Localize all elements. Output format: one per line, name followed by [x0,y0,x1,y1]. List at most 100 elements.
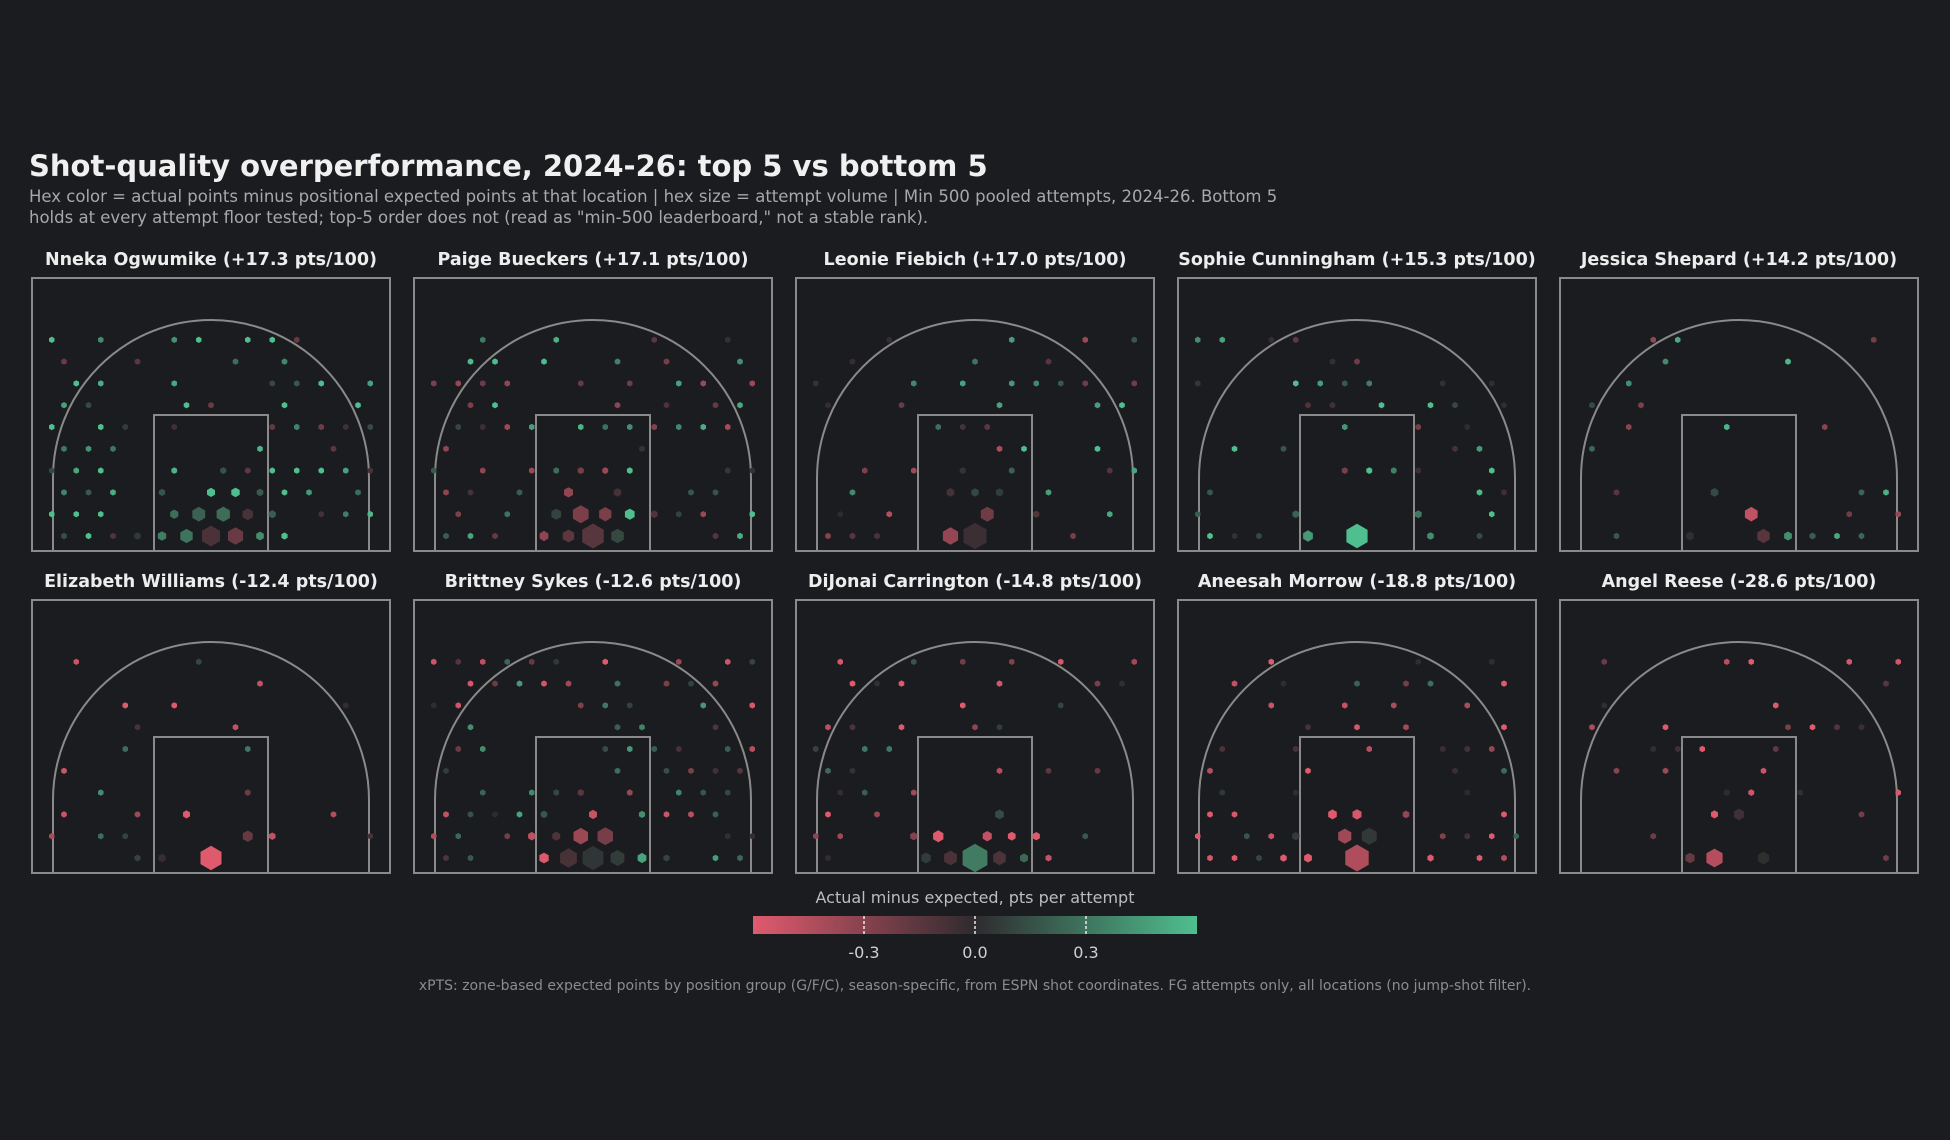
shot-hex [1390,467,1397,474]
shot-hex [467,680,474,687]
shot-hex [972,724,978,731]
panel-title: Brittney Sykes (-12.6 pts/100) [445,572,742,592]
shot-hex [626,467,633,474]
shot-hex [256,531,264,541]
shot-hex [1366,745,1372,753]
shot-hex [911,380,917,387]
paint-lane [535,736,651,874]
shot-hex [1464,745,1470,753]
shot-hex [269,467,275,474]
shot-hex [1293,380,1299,387]
shot-hex [700,789,706,796]
shot-hex [971,488,979,497]
shot-hex [1452,402,1458,409]
shot-hex [663,358,670,365]
shot-hex [467,402,474,409]
shot-hex [638,810,646,818]
shot-hex [725,336,731,343]
shot-hex [599,507,612,522]
shot-hex [98,336,104,343]
shot-hex [1361,827,1377,845]
shot-hex [1342,380,1348,387]
shot-hex [1501,680,1507,687]
shot-hex [1785,358,1791,365]
shot-hex [725,789,731,796]
shot-hex [1293,789,1299,796]
paint-lane [1681,736,1797,874]
shot-hex [1268,336,1274,343]
player-panel: Sophie Cunningham (+15.3 pts/100) [1177,250,1537,552]
shot-hex [1858,724,1865,731]
shot-hex [1675,745,1681,753]
shot-hex [639,724,645,731]
shot-hex [962,843,988,873]
shot-hex [627,423,633,431]
shot-hex [183,810,190,819]
shot-hex [1007,831,1016,841]
shot-hex [1304,853,1312,863]
shot-hex [504,511,510,518]
shot-hex [737,358,743,365]
shot-hex [281,532,288,540]
shot-hex [1662,724,1669,731]
shot-hex [443,532,449,540]
shot-hex [443,854,449,862]
shot-hex [725,423,731,431]
shot-hex [1354,724,1360,731]
shot-hex [492,680,498,687]
shot-hex [1748,658,1754,665]
shot-hex [516,680,523,687]
paint-lane [1681,414,1797,552]
shot-hex [737,767,743,774]
shot-hex [281,358,288,365]
shot-hex [1045,489,1052,496]
shot-hex [942,527,959,545]
shot-hex [1613,532,1620,540]
three-point-arc [816,641,1134,873]
shot-hex [1305,402,1311,409]
shot-hex [712,811,719,818]
shot-hex [597,827,613,846]
panel-title: Jessica Shepard (+14.2 pts/100) [1580,250,1897,270]
shot-hex [996,445,1003,452]
shot-hex [1601,658,1607,665]
shot-hex [1834,724,1840,731]
shot-hex [242,508,253,521]
shot-hex [972,358,978,365]
shot-hex [813,833,819,840]
player-panel: Aneesah Morrow (-18.8 pts/100) [1177,572,1537,874]
player-panel: Nneka Ogwumike (+17.3 pts/100) [31,250,391,552]
shot-hex [171,423,177,431]
shot-hex [578,423,584,431]
shot-hex [318,423,324,431]
shot-hex [1305,767,1311,774]
shot-hex [98,423,104,431]
shot-hex [1256,532,1262,540]
shot-hex [110,532,116,540]
shot-hex [98,380,104,387]
shot-hex [480,380,486,387]
shot-hex [624,508,635,520]
shot-hex [202,525,220,547]
shot-hex [1748,789,1755,796]
shot-hex [1501,724,1507,731]
shot-hex [306,489,312,496]
shot-hex [911,467,917,474]
shot-hex [651,336,657,343]
shot-hex [49,336,55,343]
shot-hex [564,487,573,498]
shot-hex [245,336,251,343]
shot-hex [1675,336,1681,343]
shot-hex [330,811,337,818]
shot-hex [1082,336,1088,343]
shot-hex [1094,445,1101,452]
shot-hex [552,831,561,841]
shot-hex [1082,833,1088,840]
shot-hex [676,789,682,796]
shot-hex [1427,680,1434,687]
shot-hex [874,811,880,818]
hex-layer [1195,336,1507,549]
shot-hex [480,423,486,431]
shot-hex [257,445,263,452]
